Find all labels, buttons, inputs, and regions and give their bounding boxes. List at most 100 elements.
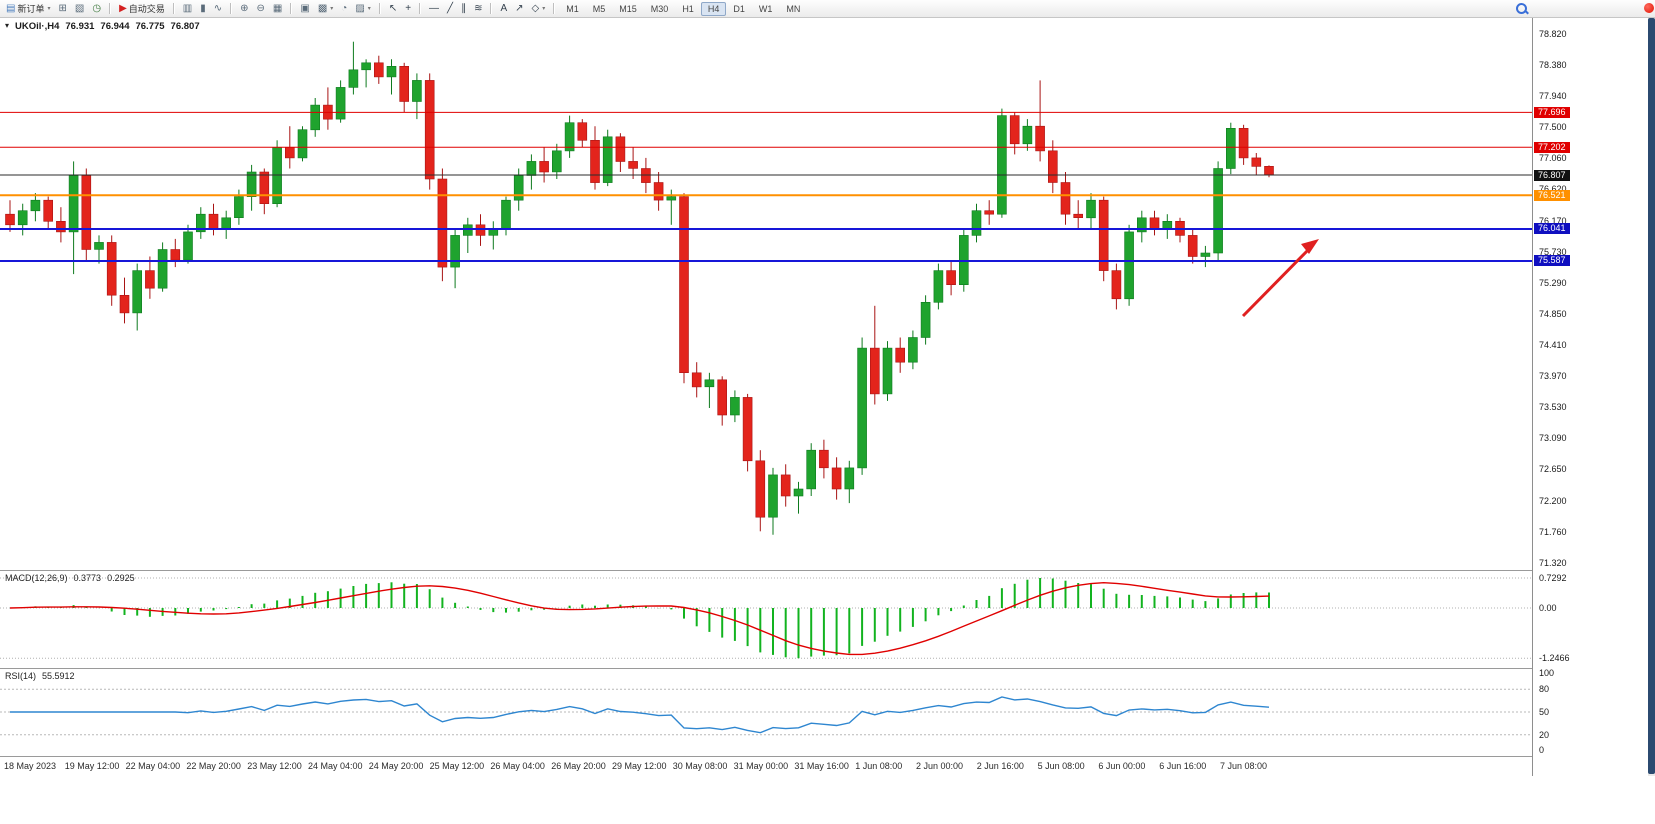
fibonacci-tool-button[interactable]: ≋ (470, 2, 486, 16)
zoom-out-button[interactable]: ⊖ (253, 2, 269, 16)
channel-tool-button[interactable]: ∥ (457, 2, 470, 16)
text-tool-button[interactable]: A (496, 2, 511, 16)
candle (1162, 221, 1173, 229)
candle (17, 210, 28, 226)
tf-mn-button-label: MN (786, 3, 801, 14)
collapse-arrow-icon[interactable]: ▾ (5, 21, 10, 30)
time-axis-label: 1 Jun 08:00 (855, 761, 903, 771)
price-axis-label: 77.060 (1539, 153, 1567, 164)
alerts-button[interactable]: ◷ (88, 2, 105, 16)
candle (361, 62, 371, 71)
crosshair-tool-button[interactable]: + (401, 2, 415, 16)
line-mode-button[interactable]: ∿ (210, 2, 226, 16)
open-value: 76.931 (65, 21, 95, 32)
toolbar-separator (553, 3, 556, 14)
candle (1086, 199, 1096, 219)
time-axis[interactable]: 18 May 2023 19 May 12:00 22 May 04:00 22 Ma… (0, 756, 1532, 777)
trendline-icon: ╱ (447, 2, 454, 14)
candle (513, 175, 524, 201)
price-axis-label: 74.410 (1539, 339, 1567, 350)
scrollbar-thumb[interactable] (1648, 18, 1655, 774)
candle (1060, 182, 1071, 215)
candlestick-chart[interactable] (0, 17, 1532, 570)
new-order-button[interactable]: ▤ 新订单 ▾ (2, 0, 54, 17)
macd-chart (0, 577, 1532, 659)
candle (68, 175, 79, 233)
tf-m15-button[interactable]: M15 (612, 2, 644, 16)
candle (81, 175, 92, 250)
candle (641, 168, 651, 183)
time-axis-label: 7 Jun 08:00 (1220, 761, 1268, 771)
cursor-tool-button[interactable]: ↖ (385, 2, 401, 16)
shapes-tool-button[interactable]: ◇ ▾ (528, 2, 550, 16)
macd-signal-value: 0.2925 (107, 573, 135, 583)
price-axis-label: 75.290 (1539, 277, 1567, 288)
price-axis-label: 75.730 (1539, 246, 1567, 257)
rsi-panel[interactable]: RSI(14) 55.5912 (0, 668, 1532, 757)
candle (259, 171, 270, 205)
snapshot-button[interactable]: ▨ ▾ (351, 2, 374, 16)
candle (704, 379, 715, 388)
candle (539, 161, 549, 173)
tf-m5-button[interactable]: M5 (586, 2, 613, 16)
candle (424, 80, 435, 180)
trend-arrow-annotation[interactable] (1241, 239, 1319, 318)
tf-m1-button[interactable]: M1 (559, 2, 586, 16)
profiles-button[interactable]: ▧ (71, 2, 88, 16)
horizontal-line-icon: — (429, 2, 440, 14)
macd-panel[interactable]: MACD(12,26,9) 0.3773 0.2925 (0, 570, 1532, 669)
cascade-windows-button[interactable]: ▩ ▾ (314, 2, 337, 16)
text-icon: A (500, 2, 508, 14)
toolbar-group: ▶ 自动交易 (113, 0, 171, 17)
tf-mn-button[interactable]: MN (779, 2, 807, 16)
tf-h1-button[interactable]: H1 (675, 2, 701, 16)
candle (157, 249, 168, 289)
candle (1111, 270, 1122, 300)
candles-mode-button[interactable]: ▮ (196, 2, 210, 16)
grid-button[interactable]: ▦ (269, 2, 286, 16)
time-axis-label: 2 Jun 16:00 (976, 761, 1024, 771)
tile-windows-button[interactable]: ▣ (296, 2, 313, 16)
tf-w1-button[interactable]: W1 (752, 2, 780, 16)
candle (602, 136, 613, 183)
candle (984, 210, 995, 215)
low-value: 76.775 (135, 21, 165, 32)
autotrading-button[interactable]: ▶ 自动交易 (115, 0, 169, 17)
price-axis-label: 74.850 (1539, 308, 1567, 319)
hline-tool-button[interactable]: — (425, 2, 443, 16)
tf-h4-button[interactable]: H4 (700, 1, 727, 16)
arrow-tool-button[interactable]: ↗ (511, 2, 527, 16)
time-axis-label: 31 May 00:00 (733, 761, 789, 771)
trendline-tool-button[interactable]: ╱ (443, 2, 457, 16)
candle (335, 87, 346, 120)
search-icon[interactable] (1516, 3, 1527, 14)
candle (857, 347, 867, 469)
bars-mode-button[interactable]: ▥ (179, 2, 196, 16)
tf-d1-button[interactable]: D1 (726, 2, 752, 16)
macd-main-value: 0.3773 (73, 573, 102, 583)
candle (208, 213, 219, 229)
main-chart-panel[interactable]: ▾ UKOil·,H4 76.931 76.944 76.775 76.807 (0, 17, 1532, 570)
candle (1073, 213, 1083, 218)
tf-m30-button[interactable]: M30 (644, 2, 676, 16)
vertical-scrollbar[interactable] (1648, 17, 1655, 776)
alarm-button[interactable]: ◔ (337, 2, 351, 16)
price-axis-label: 72.650 (1539, 463, 1567, 474)
price-axis-label: 73.090 (1539, 432, 1567, 443)
candle (1187, 235, 1198, 257)
chart-window-button[interactable]: ⊞ (54, 2, 70, 16)
zoom-out-icon: ⊖ (256, 2, 265, 14)
time-axis-label: 24 May 04:00 (308, 761, 363, 771)
toolbar-separator (230, 3, 233, 14)
candle (691, 372, 702, 388)
toolbar: ▤ 新订单 ▾ ⊞ ▧ ◷ ▶ 自动交易 ▥ ▮ ∿ ⊕ ⊖ ▦ ▣ ▩ ▾ ◔ ▨ ▾ ↖ + — ╱ ∥ ≋ A ↗ ◇ ▾ M1 M5 M… (0, 0, 1655, 18)
price-axis-label: 76.170 (1539, 215, 1567, 226)
autotrading-icon: ▶ (119, 2, 127, 14)
candle (1251, 157, 1262, 167)
tf-m15-button-label: M15 (619, 3, 637, 14)
zoom-in-button[interactable]: ⊕ (236, 2, 252, 16)
time-axis-label: 22 May 04:00 (125, 761, 181, 771)
toolbar-separator (172, 3, 175, 14)
price-axis[interactable]: 78.820 78.380 77.940 77.500 77.060 76.620 76.1… (1532, 17, 1649, 776)
